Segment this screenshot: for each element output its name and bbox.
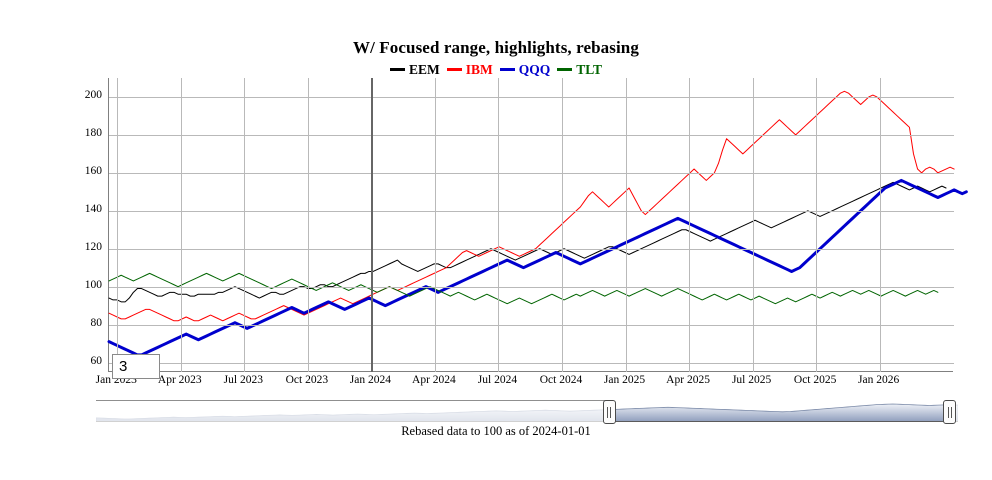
gridline-vertical (816, 78, 818, 372)
gridline-horizontal (109, 362, 954, 364)
legend-swatch-ibm (446, 68, 462, 72)
gridline-vertical (180, 78, 182, 372)
x-tick-label: Jul 2023 (223, 374, 263, 386)
legend-label-eem: EEM (408, 62, 440, 77)
gridline-vertical (307, 78, 309, 372)
y-tick-label: 100 (84, 278, 102, 291)
legend-swatch-tlt (557, 68, 573, 72)
gridline-horizontal (109, 172, 954, 174)
series-line-ibm (108, 90, 955, 322)
gridline-horizontal (109, 324, 954, 326)
plot-area (107, 78, 968, 372)
chart-legend: EEM IBM QQQ TLT (0, 63, 992, 77)
chart-title: W/ Focused range, highlights, rebasing (353, 38, 639, 57)
legend-label-qqq: QQQ (518, 62, 551, 77)
gridline-horizontal (109, 134, 954, 136)
x-axis: Jan 2023 Apr 2023 Jul 2023 Oct 2023 Jan 2024… (96, 374, 953, 392)
legend-item-eem[interactable]: EEM (389, 62, 440, 77)
gridline-vertical (625, 78, 627, 372)
x-tick-label: Jul 2025 (731, 374, 772, 386)
corner-badge: 3 (112, 354, 160, 379)
x-tick-label: Jul 2024 (477, 374, 518, 386)
x-tick-label: Oct 2025 (793, 374, 837, 386)
gridline-horizontal (109, 248, 954, 250)
navigator-dimmed-left[interactable] (96, 400, 609, 422)
x-tick-label: Oct 2024 (539, 374, 583, 386)
series-line-eem (108, 181, 947, 303)
chart-caption: Rebased data to 100 as of 2024-01-01 (401, 424, 591, 438)
series-line-qqq (107, 178, 968, 357)
x-tick-label: Apr 2023 (157, 374, 202, 386)
legend-item-qqq[interactable]: QQQ (499, 62, 551, 77)
x-tick-label: Apr 2024 (412, 374, 456, 386)
x-tick-label: Oct 2023 (285, 374, 329, 386)
range-end-handle[interactable] (943, 400, 957, 424)
gridline-horizontal (109, 96, 954, 98)
y-axis: 60 80 100 120 140 160 180 200 (66, 78, 102, 372)
y-tick-label: 60 (90, 354, 103, 367)
gridline-vertical (498, 78, 500, 372)
range-start-handle[interactable] (602, 400, 616, 424)
x-tick-label: Apr 2025 (666, 374, 710, 386)
y-tick-label: 120 (84, 240, 102, 253)
gridline-vertical (879, 78, 881, 372)
gridline-vertical (561, 78, 563, 372)
legend-label-tlt: TLT (576, 62, 603, 77)
y-tick-label: 140 (84, 202, 102, 215)
gridline-vertical (752, 78, 754, 372)
gridline-horizontal (109, 210, 954, 212)
series-line-tlt (108, 272, 939, 305)
legend-item-ibm[interactable]: IBM (446, 62, 493, 77)
rebase-marker-line (371, 78, 374, 372)
legend-swatch-qqq (499, 68, 515, 72)
legend-label-ibm: IBM (465, 62, 493, 77)
x-tick-label: Jan 2025 (603, 374, 646, 386)
y-tick-label: 80 (90, 316, 103, 329)
x-tick-label: Jan 2026 (858, 374, 900, 386)
series-lines (107, 90, 968, 357)
gridline-vertical (117, 78, 119, 372)
range-navigator[interactable] (96, 400, 958, 424)
y-tick-label: 180 (84, 126, 102, 139)
legend-swatch-eem (389, 68, 405, 72)
legend-item-tlt[interactable]: TLT (557, 63, 602, 77)
gridline-vertical (434, 78, 436, 372)
x-tick-label: Jan 2024 (349, 374, 391, 386)
y-tick-label: 200 (84, 88, 102, 101)
gridline-vertical (689, 78, 691, 372)
gridline-vertical (244, 78, 246, 372)
y-tick-label: 160 (84, 164, 102, 177)
gridline-horizontal (109, 286, 954, 288)
